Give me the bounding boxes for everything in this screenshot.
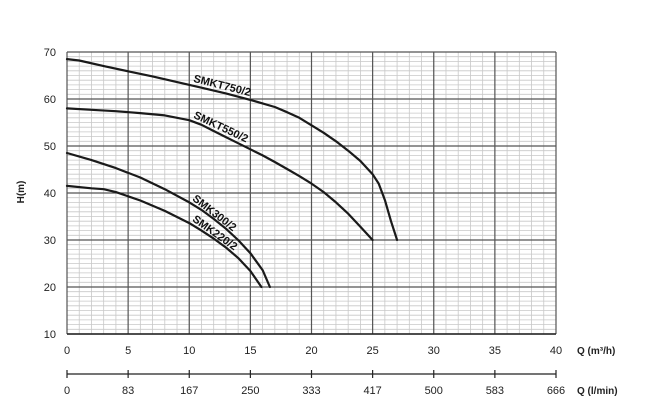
x2-tick-label: 83 [122, 385, 134, 397]
x2-tick-label: 333 [302, 385, 320, 397]
x2-tick-label: 583 [486, 385, 504, 397]
y-tick-label: 50 [44, 141, 56, 153]
series-line-1 [65, 107, 374, 242]
x-tick-label: 25 [367, 345, 379, 357]
x2-tick-label: 167 [180, 385, 198, 397]
x2-tick-label: 0 [64, 385, 70, 397]
series-lines [65, 57, 399, 289]
x2-tick-label: 666 [547, 385, 565, 397]
secondary-x-axis: 0 83 167 250 333 417 500 583 666 [64, 370, 565, 397]
x-tick-label: 0 [64, 345, 70, 357]
y-tick-labels: 10 20 30 40 50 60 70 [44, 47, 56, 341]
series-line-2 [65, 151, 271, 289]
x-axis-label: Q (m³/h) [577, 346, 615, 357]
y-tick-label: 70 [44, 47, 56, 59]
x-tick-label: 10 [183, 345, 195, 357]
x2-tick-label: 500 [425, 385, 443, 397]
y-axis-label: H(m) [16, 181, 27, 204]
x-tick-label: 15 [244, 345, 256, 357]
x-tick-label: 40 [550, 345, 562, 357]
y-tick-label: 60 [44, 94, 56, 106]
x-tick-label: 20 [305, 345, 317, 357]
major-grid [66, 51, 557, 335]
x2-tick-label: 417 [363, 385, 381, 397]
x-tick-label: 35 [489, 345, 501, 357]
x-tick-labels: 0 5 10 15 20 25 30 35 40 [64, 345, 562, 357]
x2-tick-label: 250 [241, 385, 259, 397]
x2-axis-label: Q (l/min) [577, 386, 618, 397]
y-tick-label: 30 [44, 235, 56, 247]
x-tick-label: 5 [125, 345, 131, 357]
y-tick-label: 40 [44, 188, 56, 200]
series-line-0 [65, 57, 399, 242]
series-line-3 [65, 184, 263, 289]
y-tick-label: 20 [44, 282, 56, 294]
x-tick-label: 30 [428, 345, 440, 357]
y-tick-label: 10 [44, 329, 56, 341]
